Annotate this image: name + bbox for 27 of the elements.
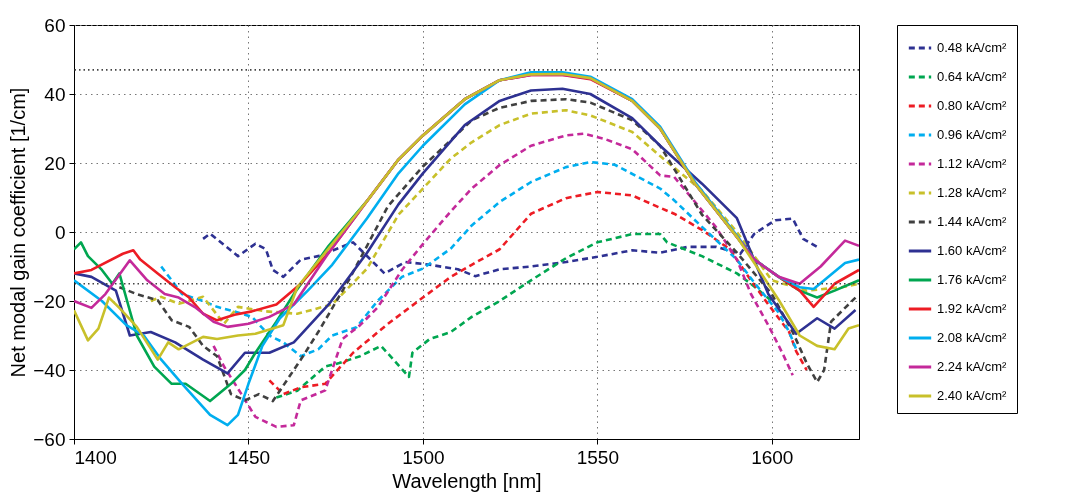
x-tick-label: 1550	[576, 446, 619, 468]
x-tick-label: 1500	[402, 446, 445, 468]
y-tick-label: −40	[33, 359, 66, 381]
legend-label: 1.60 kA/cm²	[937, 243, 1008, 258]
y-tick-label: 40	[44, 83, 66, 105]
legend-label: 1.92 kA/cm²	[937, 301, 1008, 316]
legend-label: 1.44 kA/cm²	[937, 214, 1008, 229]
legend-label: 2.40 kA/cm²	[937, 388, 1008, 403]
legend-label: 0.64 kA/cm²	[937, 69, 1008, 84]
x-tick-label: 1600	[751, 446, 794, 468]
legend-label: 1.12 kA/cm²	[937, 156, 1008, 171]
y-tick-label: −60	[33, 428, 66, 450]
x-tick-label: 1450	[227, 446, 271, 468]
legend-label: 2.08 kA/cm²	[937, 330, 1008, 345]
legend-label: 1.76 kA/cm²	[937, 272, 1008, 287]
legend-label: 0.48 kA/cm²	[937, 40, 1008, 55]
x-tick-label: 1400	[74, 446, 117, 468]
legend-label: 0.96 kA/cm²	[937, 127, 1008, 142]
x-axis-title: Wavelength [nm]	[392, 469, 542, 492]
y-tick-label: 0	[54, 221, 66, 243]
y-tick-label: −20	[33, 290, 66, 312]
legend-label: 0.80 kA/cm²	[937, 98, 1008, 113]
legend-label: 1.28 kA/cm²	[937, 185, 1008, 200]
y-tick-label: 20	[44, 152, 66, 174]
y-axis-title: Net modal gain coefficient [1/cm]	[7, 87, 30, 378]
y-tick-label: 60	[44, 14, 66, 36]
legend-label: 2.24 kA/cm²	[937, 359, 1008, 374]
